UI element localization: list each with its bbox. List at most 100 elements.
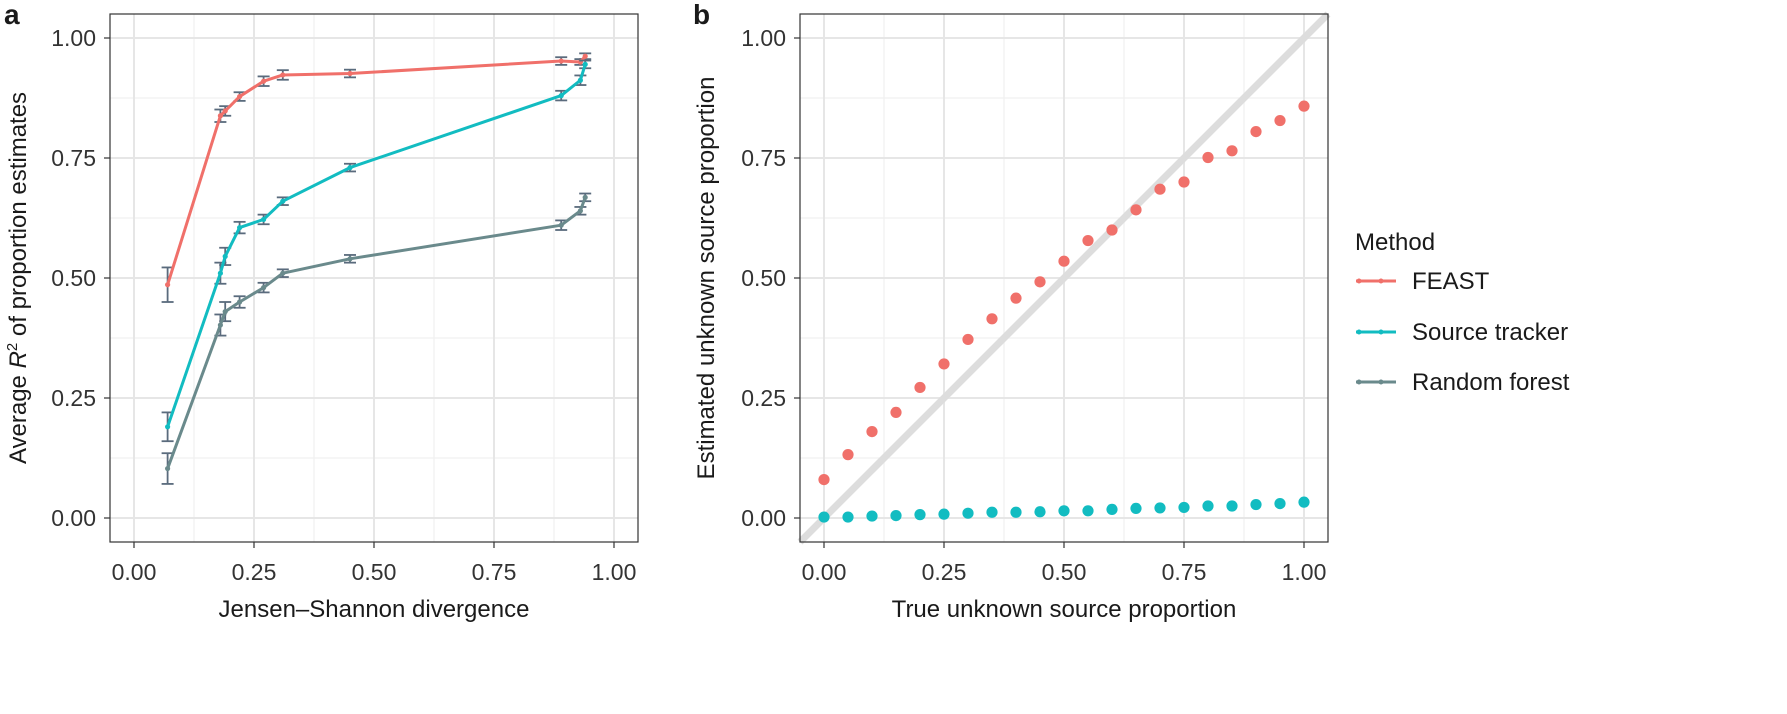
panel-b-point-source-tracker	[1010, 506, 1022, 518]
panel-a-point-source-tracker	[165, 424, 171, 430]
panel-b-point-feast	[1202, 151, 1214, 164]
panel-b-point-feast	[1298, 100, 1310, 112]
legend-label-source-tracker: Source tracker	[1412, 319, 1568, 346]
panel-a-grid	[110, 14, 638, 542]
legend-swatch-random-forest-dot-left	[1356, 379, 1362, 385]
panel-b-point-source-tracker	[890, 509, 902, 522]
panel-b-marks	[797, 11, 1331, 545]
panel-b-point-feast	[1106, 224, 1118, 236]
panel-a-point-feast	[217, 113, 223, 119]
legend-item-feast: FEAST	[1356, 268, 1490, 295]
panel-b-point-feast	[1130, 204, 1142, 216]
panel-b-x-tick-label: 0.00	[802, 559, 847, 585]
panel-b-x-tick-label: 0.50	[1042, 559, 1087, 585]
panel-a-series-line-random-forest	[166, 196, 587, 470]
panel-b-point-source-tracker	[938, 508, 950, 520]
legend: Method FEAST Source tracker Random fores…	[1355, 229, 1570, 396]
legend-swatch-random-forest-dot-right	[1378, 379, 1384, 385]
panel-a-x-tick-label: 0.00	[112, 559, 157, 585]
panel-a-point-source-tracker	[280, 198, 286, 204]
panel-b-y-tick-label: 0.25	[741, 385, 786, 411]
legend-item-source-tracker: Source tracker	[1356, 319, 1568, 346]
panel-a-point-random-forest	[261, 285, 267, 291]
panel-b-y-tick-label: 0.00	[741, 505, 786, 531]
panel-b-point-feast	[890, 406, 902, 418]
panel-a-point-random-forest	[558, 222, 564, 228]
panel-b-point-feast	[818, 474, 830, 486]
panel-b-x-tick-label: 0.25	[922, 559, 967, 585]
panel-b-point-feast	[962, 333, 974, 346]
panel-b-point-source-tracker	[1034, 506, 1046, 518]
panel-a-point-random-forest	[280, 270, 286, 276]
panel-a-y-tick-label: 0.75	[51, 145, 96, 171]
legend-item-random-forest: Random forest	[1356, 369, 1570, 396]
legend-swatch-source-tracker-dot-left	[1356, 329, 1362, 335]
panel-b-point-source-tracker	[1154, 502, 1166, 514]
panel-a-point-random-forest	[347, 256, 353, 262]
panel-b-point-source-tracker	[986, 506, 998, 518]
panel-b-y-tick-label: 1.00	[741, 25, 786, 51]
panel-a-series-line-feast	[166, 55, 587, 286]
panel-a-y-tick-label: 1.00	[51, 25, 96, 51]
panel-b-point-feast	[1178, 176, 1190, 188]
panel-a-point-feast	[558, 58, 564, 64]
panel-a-point-random-forest	[237, 299, 243, 305]
panel-a-y-axis-title: Average R2 of proportion estimates	[4, 92, 32, 464]
panel-a-point-feast	[280, 72, 286, 78]
panel-b-point-feast	[1274, 114, 1286, 127]
panel-b-point-feast	[842, 449, 854, 461]
panel-a-x-axis-title: Jensen–Shannon divergence	[219, 596, 530, 623]
legend-label-random-forest: Random forest	[1412, 369, 1570, 396]
panel-b-point-feast	[1250, 126, 1262, 138]
panel-a-x-tick-label: 1.00	[592, 559, 637, 585]
panel-b-point-feast	[1058, 255, 1070, 267]
legend-swatch-source-tracker-dot-right	[1378, 329, 1384, 335]
panel-b-point-source-tracker	[1106, 503, 1118, 515]
legend-label-feast: FEAST	[1412, 268, 1490, 295]
panel-b-point-feast	[1034, 276, 1046, 288]
panel-b-point-feast	[1082, 234, 1094, 247]
panel-b-point-feast	[938, 358, 950, 370]
panel-a-marks	[161, 52, 592, 485]
panel-b-y-tick-label: 0.75	[741, 145, 786, 171]
panel-a-y-tick-label: 0.00	[51, 505, 96, 531]
panel-b-point-feast	[1226, 145, 1238, 157]
panel-b-point-source-tracker	[962, 507, 974, 519]
panel-b-y-axis-title: Estimated unknown source proportion	[693, 77, 720, 480]
legend-swatch-feast-dot-left	[1356, 278, 1362, 284]
panel-b-point-source-tracker	[1250, 498, 1262, 511]
panel-a-x-tick-label: 0.75	[472, 559, 517, 585]
panel-b-point-feast	[986, 313, 998, 325]
panel-a-point-feast	[347, 70, 353, 77]
panel-a-point-source-tracker	[577, 77, 584, 83]
panel-b-point-source-tracker	[1202, 500, 1214, 512]
panel-a-point-feast	[237, 93, 243, 100]
legend-title: Method	[1355, 229, 1435, 256]
panel-a: a 0.00 0.25 0.50 0.75 1.00 0.00 0.25 0.50 0.75 1.…	[4, 0, 639, 623]
panel-b-x-tick-label: 1.00	[1282, 559, 1327, 585]
panel-a-point-random-forest	[577, 208, 584, 214]
panel-a-y-tick-label: 0.50	[51, 265, 96, 291]
panel-b-point-source-tracker	[1274, 498, 1286, 510]
panel-a-point-random-forest	[165, 465, 171, 472]
panel-b-point-source-tracker	[866, 510, 878, 522]
panel-a-series-line-source-tracker	[166, 63, 587, 428]
panel-a-point-feast	[582, 53, 588, 59]
panel-a-y-axis-title-prefix: Average	[5, 368, 32, 464]
panel-a-y-axis-title-sup: 2	[4, 343, 21, 351]
panel-a-x-tick-label: 0.25	[232, 559, 277, 585]
panel-b-point-source-tracker	[842, 511, 854, 523]
panel-a-point-random-forest	[582, 194, 588, 200]
panel-b-point-source-tracker	[914, 509, 926, 521]
panel-b-tick-labels: 0.00 0.25 0.50 0.75 1.00 0.00 0.25 0.50 0.75 1.00	[741, 25, 1326, 585]
panel-b-identity-line	[797, 11, 1331, 545]
panel-b-x-axis-title: True unknown source proportion	[892, 596, 1237, 623]
panel-a-point-source-tracker	[347, 165, 353, 171]
panel-b-point-source-tracker	[1298, 496, 1310, 508]
panel-a-point-random-forest	[217, 322, 223, 328]
panel-a-point-source-tracker	[217, 270, 223, 276]
panel-b-y-tick-label: 0.50	[741, 265, 786, 291]
panel-b-point-feast	[1010, 292, 1022, 304]
panel-a-point-feast	[222, 108, 228, 114]
